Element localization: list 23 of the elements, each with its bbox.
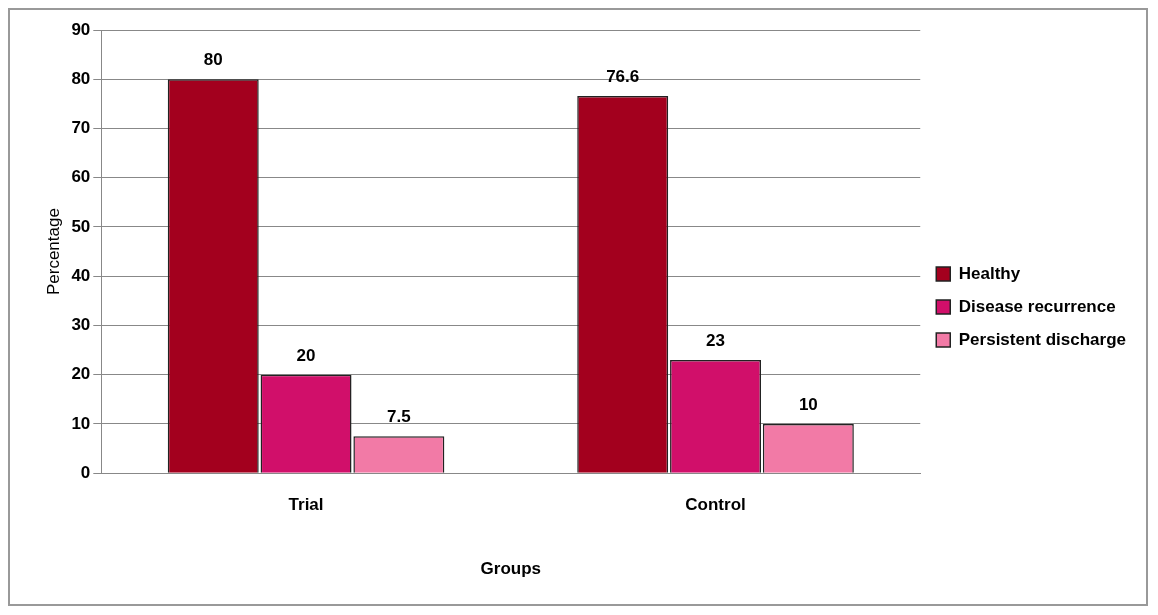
y-tick-label: 20 <box>71 364 91 384</box>
data-label: 23 <box>706 331 725 351</box>
y-tick-label: 50 <box>71 216 91 236</box>
data-label: 20 <box>296 345 316 365</box>
x-tick-label: Control <box>685 495 746 515</box>
x-axis-title: Groups <box>480 559 542 579</box>
y-axis-title: Percentage <box>43 208 63 296</box>
y-tick-label: 90 <box>71 19 91 39</box>
y-tick-label: 70 <box>71 118 91 138</box>
y-tick-label: 40 <box>71 265 91 285</box>
data-label: 80 <box>203 50 223 70</box>
y-tick-label: 60 <box>71 167 91 187</box>
y-tick-label: 80 <box>71 68 91 88</box>
legend-label: Healthy <box>958 263 1021 283</box>
data-label: 76.6 <box>606 67 640 87</box>
data-label: 10 <box>798 395 818 415</box>
y-tick-label: 30 <box>71 315 91 335</box>
legend-label: Persistent discharge <box>958 329 1127 349</box>
x-tick-label: Trial <box>288 495 324 515</box>
data-label: 7.5 <box>387 407 411 427</box>
legend-label: Disease recurrence <box>958 296 1116 316</box>
y-tick-label: 0 <box>80 462 91 482</box>
y-tick-label: 10 <box>71 413 91 433</box>
